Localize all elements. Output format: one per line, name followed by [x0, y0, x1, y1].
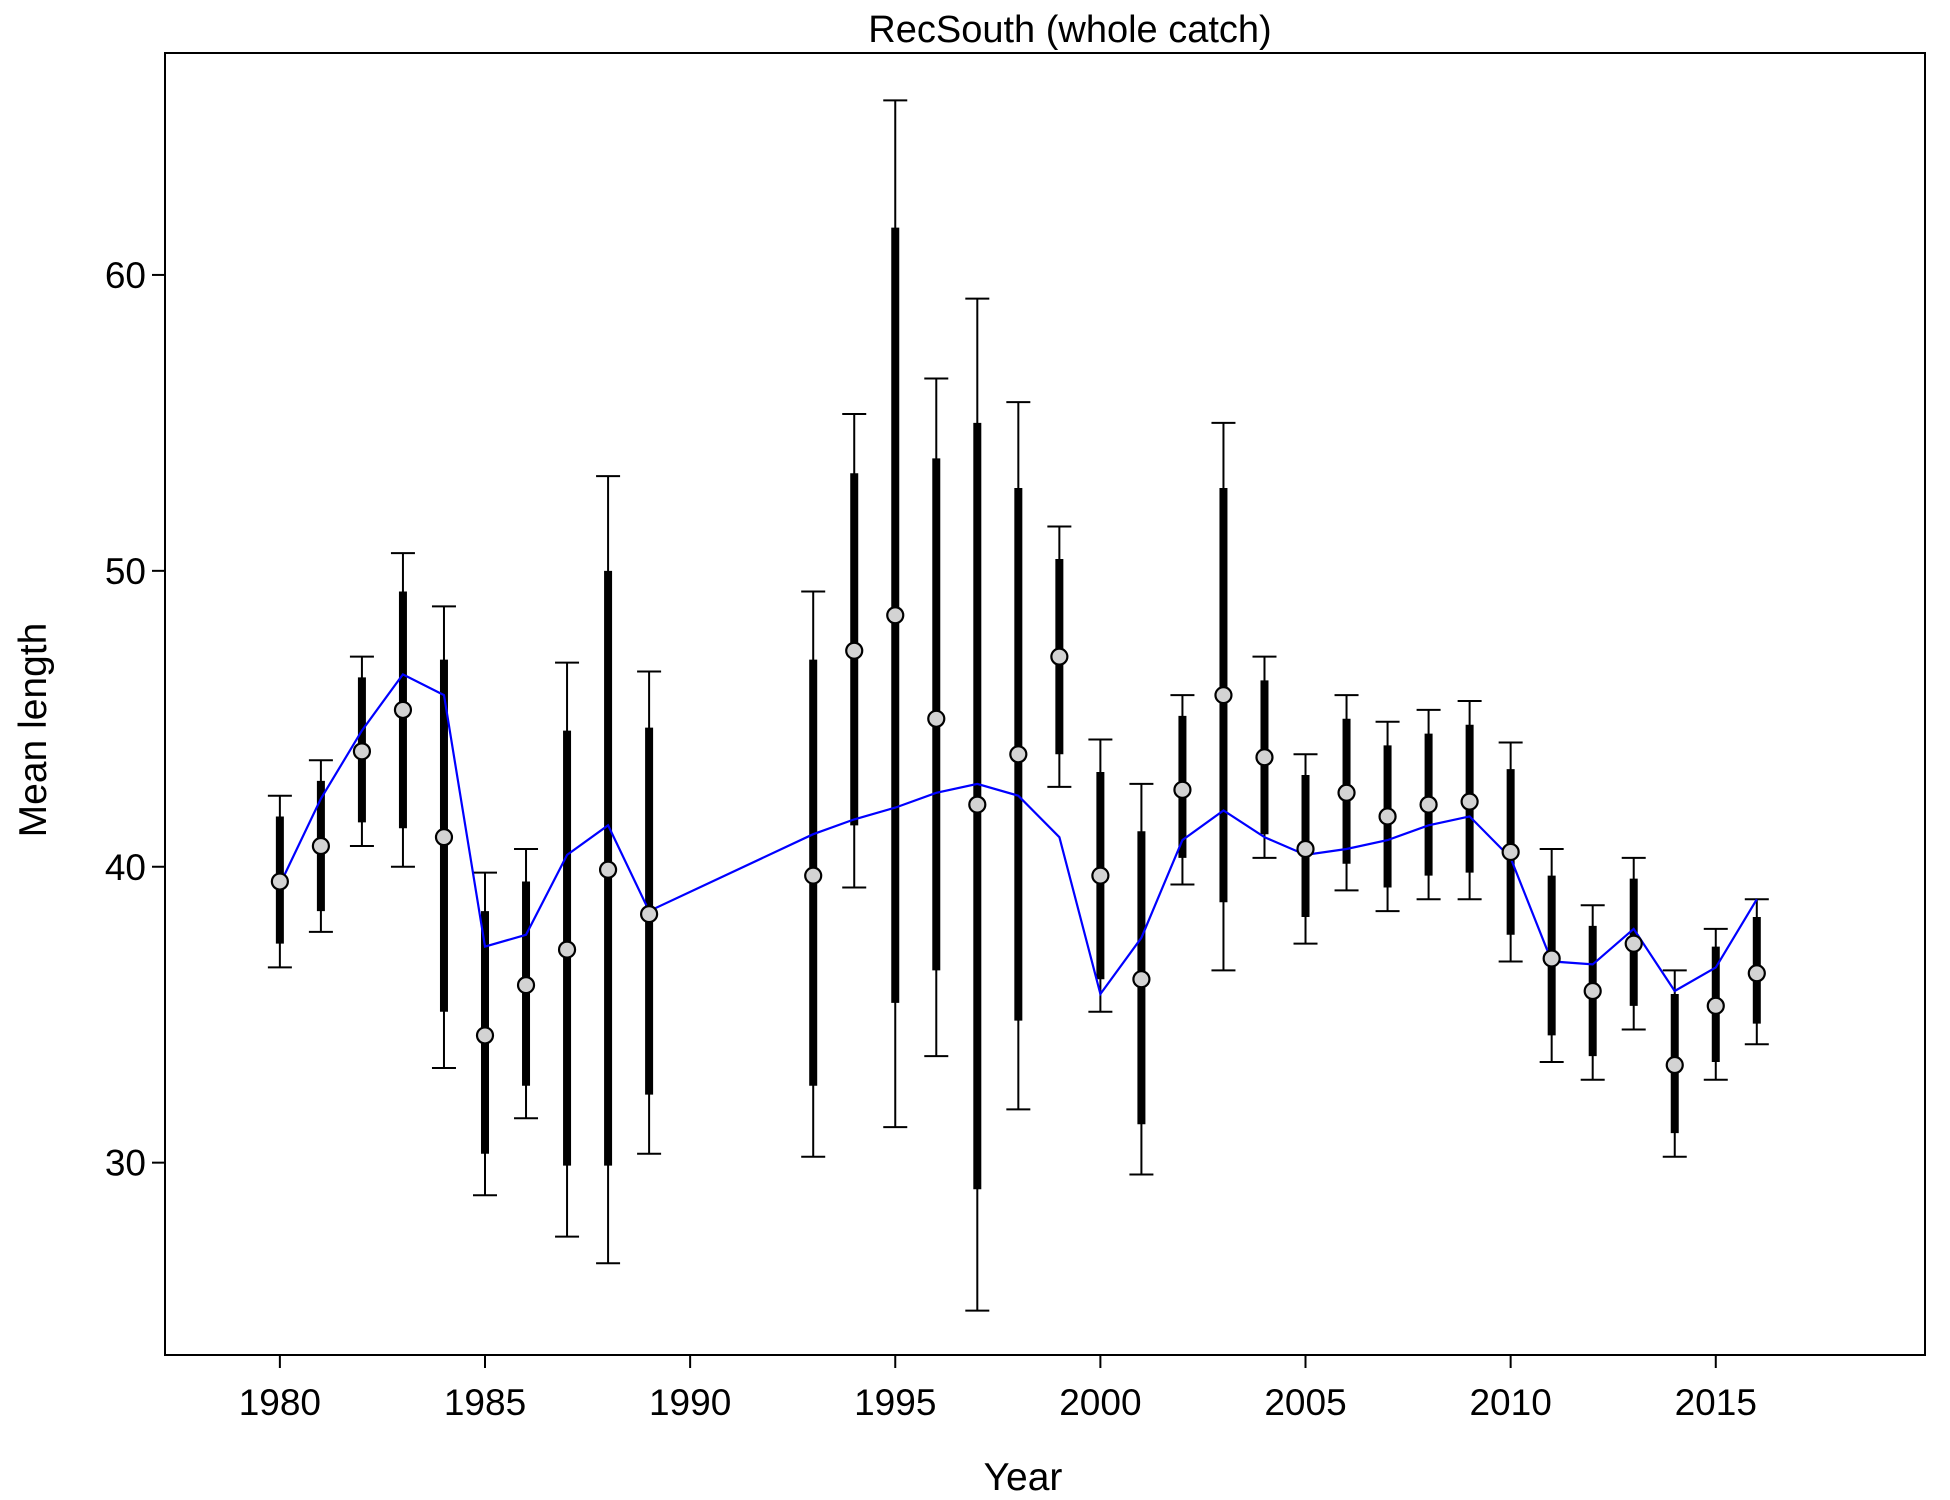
- axes: 1980 1985 1990 1995 2000 2005 2010 2015 30 40 50 60: [105, 255, 1757, 1423]
- observed-point: [968, 795, 987, 814]
- x-tick-label: 1980: [239, 1382, 321, 1423]
- observed-point: [475, 1026, 495, 1045]
- y-tick-label: 30: [105, 1143, 146, 1184]
- observed-point: [1460, 792, 1479, 811]
- observed-point: [311, 836, 330, 856]
- observed-point: [1337, 783, 1356, 802]
- x-tick-label: 1995: [854, 1382, 936, 1423]
- observed-point: [1050, 647, 1069, 666]
- y-tick-label: 40: [105, 847, 146, 888]
- x-tick-label: 2000: [1059, 1382, 1141, 1423]
- observed-point: [1296, 839, 1315, 859]
- observed-point: [886, 606, 905, 625]
- observed-point: [557, 940, 577, 959]
- y-tick-label: 60: [105, 255, 146, 296]
- y-axis-title: Mean length: [12, 623, 55, 838]
- observed-point: [1583, 981, 1602, 1001]
- x-tick-label: 2010: [1469, 1382, 1551, 1423]
- observed-points: [270, 606, 1766, 1075]
- observed-point: [1173, 780, 1192, 799]
- observed-point: [1009, 745, 1028, 764]
- observed-point: [1665, 1055, 1684, 1075]
- plot-border: [164, 52, 1926, 1356]
- observed-point: [516, 976, 536, 995]
- x-tick-label: 2005: [1264, 1382, 1346, 1423]
- observed-point: [1255, 748, 1274, 767]
- observed-point: [1747, 964, 1766, 983]
- x-tick-label: 1985: [444, 1382, 526, 1423]
- observed-point: [1091, 866, 1110, 885]
- observed-point: [270, 872, 289, 891]
- observed-point: [1542, 949, 1561, 968]
- expected-line: [278, 672, 1758, 997]
- observed-point: [1378, 807, 1397, 826]
- observed-point: [1501, 842, 1520, 862]
- chart-title: RecSouth (whole catch): [868, 9, 1271, 51]
- observed-point: [845, 641, 864, 660]
- x-tick-label: 1990: [649, 1382, 731, 1423]
- observed-point: [434, 828, 454, 847]
- observed-point: [1624, 934, 1643, 953]
- observed-point: [927, 709, 946, 728]
- observed-point: [1214, 686, 1233, 705]
- observed-point: [1706, 996, 1725, 1015]
- observed-point: [352, 742, 372, 761]
- observed-point: [598, 860, 618, 879]
- x-tick-label: 2015: [1675, 1382, 1757, 1423]
- error-bars: [267, 99, 1769, 1312]
- observed-point: [640, 904, 659, 924]
- observed-point: [393, 700, 413, 720]
- plot-frame: [164, 52, 1926, 1356]
- expected-line-layer: [278, 672, 1758, 997]
- observed-point: [804, 866, 823, 885]
- y-tick-label: 50: [105, 551, 146, 592]
- observed-point: [1419, 795, 1438, 814]
- x-axis-title: Year: [984, 1456, 1063, 1499]
- observed-point: [1132, 970, 1151, 989]
